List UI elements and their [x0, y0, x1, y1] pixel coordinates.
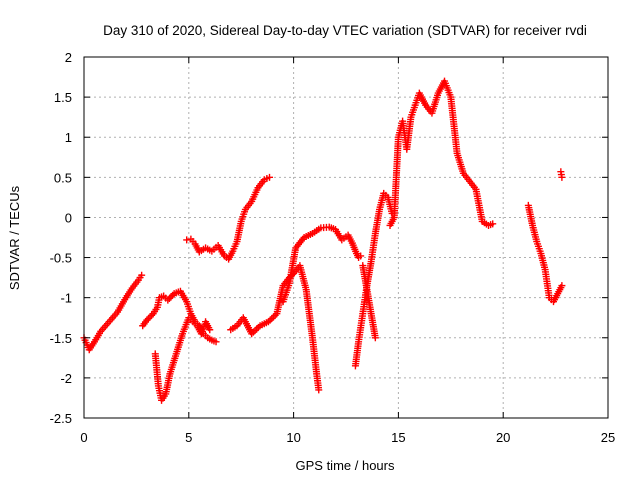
chart-title: Day 310 of 2020, Sidereal Day-to-day VTE…: [103, 23, 587, 38]
y-tick-label: 0: [65, 210, 72, 225]
data-point: [206, 326, 214, 334]
y-tick-label: 2: [65, 50, 72, 65]
y-tick-label: 1: [65, 130, 72, 145]
y-tick-label: -2.5: [50, 411, 72, 426]
y-tick-label: 1.5: [54, 90, 72, 105]
data-point: [251, 327, 259, 335]
data-point: [146, 313, 154, 321]
data-point: [269, 313, 277, 321]
x-tick-label: 0: [80, 430, 87, 445]
data-point: [371, 334, 379, 342]
data-point: [357, 252, 365, 260]
data-point: [165, 294, 173, 302]
data-point: [558, 173, 566, 181]
data-point: [164, 296, 172, 304]
y-tick-label: -1.5: [50, 331, 72, 346]
y-tick-label: 0.5: [54, 170, 72, 185]
data-point: [138, 271, 146, 279]
x-tick-label: 25: [601, 430, 615, 445]
x-tick-label: 15: [391, 430, 405, 445]
axis-ticks: 0 5 10 15 20 25 -2.5 -2 -1.5 -1 -0.5 0 0.5 1 1.5 2: [50, 50, 616, 445]
data-point: [169, 291, 177, 299]
y-tick-label: -0.5: [50, 251, 72, 266]
data-point: [315, 386, 323, 394]
x-tick-label: 5: [185, 430, 192, 445]
data-point: [183, 236, 191, 244]
y-axis-label: SDTVAR / TECUs: [7, 185, 22, 290]
data-point: [265, 173, 273, 181]
data-point: [167, 293, 175, 301]
x-tick-label: 10: [286, 430, 300, 445]
x-tick-label: 20: [496, 430, 510, 445]
data-point: [144, 315, 152, 323]
grid: [84, 57, 608, 418]
data-point: [268, 315, 276, 323]
x-axis-label: GPS time / hours: [296, 458, 395, 473]
data-point: [212, 338, 220, 346]
data-point: [148, 311, 156, 319]
plot-frame: [83, 56, 609, 419]
data-point: [143, 316, 151, 324]
data-point: [489, 220, 497, 228]
y-tick-label: -1: [60, 291, 72, 306]
y-tick-label: -2: [60, 371, 72, 386]
data-points: [80, 77, 566, 404]
data-point: [558, 282, 566, 290]
data-point: [253, 325, 261, 333]
